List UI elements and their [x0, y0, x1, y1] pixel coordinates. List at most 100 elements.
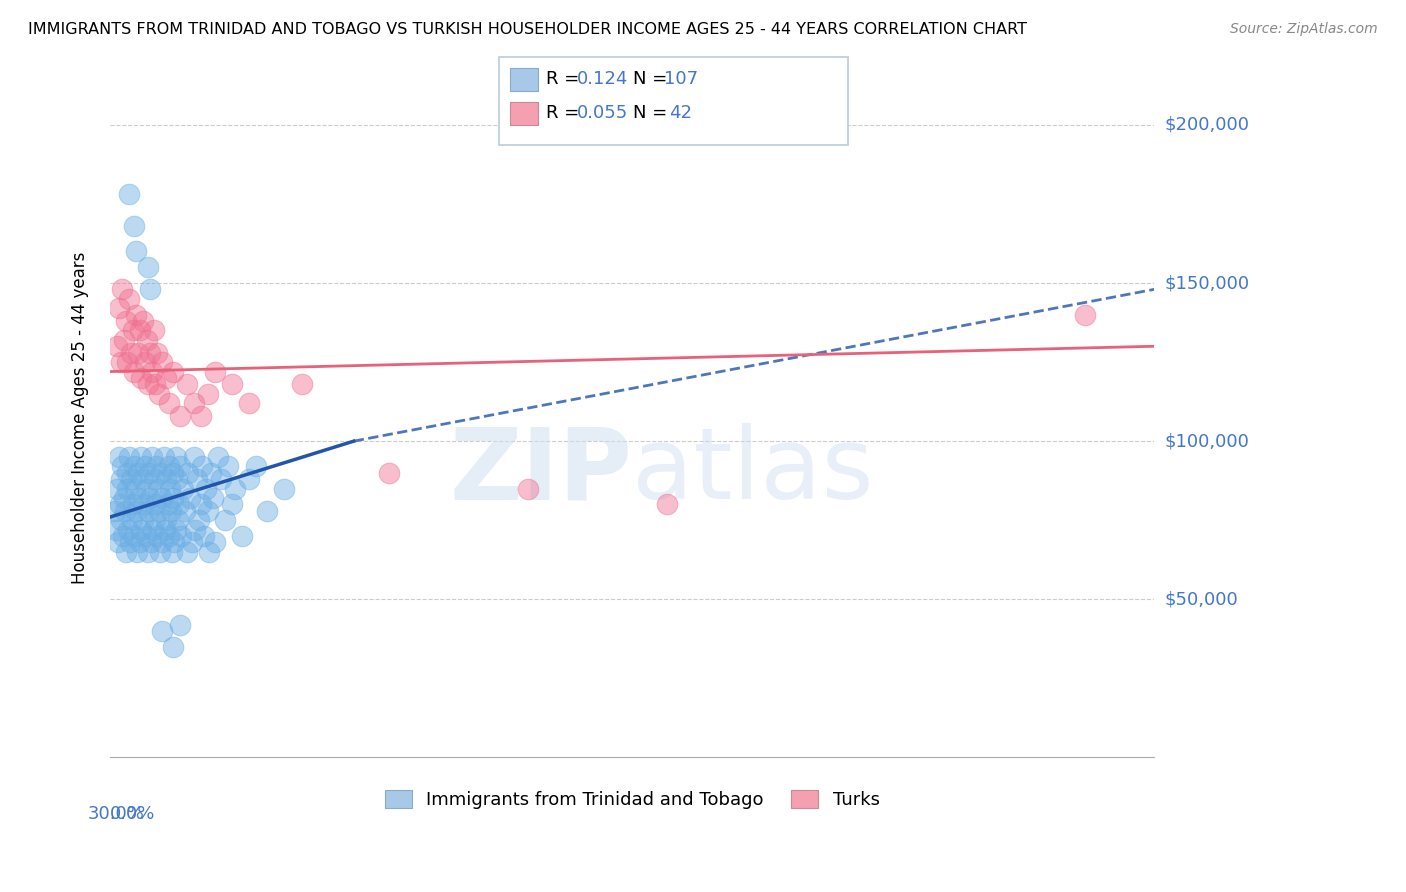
Point	[110, 513, 132, 527]
Point	[143, 377, 166, 392]
Point	[124, 219, 146, 233]
Point	[169, 617, 191, 632]
Point	[155, 371, 177, 385]
Point	[149, 466, 172, 480]
Text: 0.055: 0.055	[576, 104, 627, 122]
Point	[167, 497, 190, 511]
Text: 107: 107	[664, 70, 697, 88]
Point	[377, 466, 399, 480]
Point	[127, 466, 149, 480]
Point	[190, 497, 212, 511]
Point	[143, 497, 166, 511]
Point	[238, 396, 260, 410]
Point	[142, 323, 165, 337]
Text: IMMIGRANTS FROM TRINIDAD AND TOBAGO VS TURKISH HOUSEHOLDER INCOME AGES 25 - 44 Y: IMMIGRANTS FROM TRINIDAD AND TOBAGO VS T…	[28, 22, 1028, 37]
Point	[245, 459, 267, 474]
Point	[148, 504, 170, 518]
Point	[201, 491, 224, 505]
Point	[111, 459, 134, 474]
Point	[112, 333, 135, 347]
Point	[118, 450, 141, 464]
Text: $150,000: $150,000	[1164, 274, 1250, 292]
Point	[107, 535, 129, 549]
Point	[191, 459, 214, 474]
Point	[114, 504, 136, 518]
Y-axis label: Householder Income Ages 25 - 44 years: Householder Income Ages 25 - 44 years	[72, 252, 89, 583]
Point	[134, 355, 156, 369]
Point	[157, 529, 180, 543]
Point	[160, 504, 183, 518]
Point	[186, 472, 208, 486]
Point	[124, 365, 146, 379]
Point	[141, 523, 163, 537]
Point	[128, 491, 150, 505]
Text: $200,000: $200,000	[1164, 116, 1250, 134]
Point	[138, 377, 160, 392]
Text: 0.124: 0.124	[576, 70, 628, 88]
Point	[197, 386, 219, 401]
Text: 30.0%: 30.0%	[89, 805, 145, 823]
Point	[134, 497, 156, 511]
Point	[117, 482, 139, 496]
Point	[128, 323, 150, 337]
Point	[153, 450, 176, 464]
Point	[165, 450, 187, 464]
Point	[177, 466, 200, 480]
Point	[117, 355, 139, 369]
Point	[169, 459, 191, 474]
Point	[139, 491, 162, 505]
Point	[221, 497, 243, 511]
Point	[134, 459, 156, 474]
Point	[174, 504, 197, 518]
Point	[150, 491, 173, 505]
Point	[132, 314, 155, 328]
Point	[150, 624, 173, 638]
Text: 42: 42	[669, 104, 692, 122]
Point	[142, 472, 165, 486]
Point	[138, 260, 160, 275]
Point	[162, 640, 184, 654]
Point	[155, 472, 177, 486]
Point	[163, 535, 186, 549]
Point	[160, 545, 183, 559]
Point	[117, 523, 139, 537]
Point	[120, 345, 142, 359]
Text: $50,000: $50,000	[1164, 591, 1239, 608]
Point	[135, 333, 157, 347]
Text: atlas: atlas	[633, 424, 875, 520]
Point	[121, 323, 143, 337]
Point	[162, 466, 184, 480]
Point	[129, 450, 152, 464]
Point	[148, 545, 170, 559]
Point	[162, 491, 184, 505]
Point	[118, 187, 141, 202]
Point	[156, 497, 179, 511]
Point	[159, 482, 181, 496]
Point	[187, 513, 209, 527]
Point	[224, 482, 246, 496]
Point	[198, 545, 221, 559]
Point	[132, 513, 155, 527]
Point	[107, 301, 129, 316]
Point	[183, 396, 205, 410]
Point	[105, 482, 128, 496]
Text: ZIP: ZIP	[450, 424, 633, 520]
Point	[131, 523, 153, 537]
Point	[167, 513, 190, 527]
Point	[105, 523, 128, 537]
Point	[141, 365, 163, 379]
Point	[256, 504, 278, 518]
Point	[135, 529, 157, 543]
Point	[150, 535, 173, 549]
Point	[153, 523, 176, 537]
Point	[180, 535, 202, 549]
Point	[138, 545, 160, 559]
Point	[183, 450, 205, 464]
Point	[121, 497, 143, 511]
Point	[125, 308, 148, 322]
Point	[155, 513, 177, 527]
Point	[176, 377, 198, 392]
Point	[197, 504, 219, 518]
Point	[125, 244, 148, 259]
Text: R =: R =	[546, 104, 585, 122]
